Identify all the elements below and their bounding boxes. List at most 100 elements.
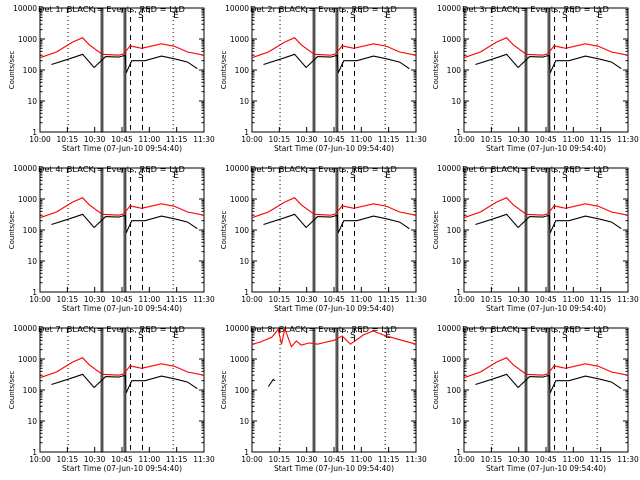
marker-letter-e: E <box>173 11 179 21</box>
x-tick-label: 10:45 <box>323 295 345 304</box>
plot-frame <box>39 327 205 453</box>
marker-letter-s: S <box>562 331 568 341</box>
y-axis-label: Counts/sec <box>8 371 16 410</box>
series-lld <box>251 37 417 59</box>
x-tick-label: 10:15 <box>269 135 291 144</box>
panel-title: Det 5r BLACK = Events, RED = LLD <box>250 164 397 174</box>
panel-det-6: Det 6r BLACK = Events, RED = LLD 1 10 100 10… <box>432 164 639 313</box>
x-tick-label: 11:30 <box>617 295 639 304</box>
x-tick-label: 10:30 <box>84 135 106 144</box>
y-tick-label: 1 <box>32 448 37 457</box>
series-events <box>475 373 622 394</box>
x-tick-label: 11:30 <box>405 295 427 304</box>
y-tick-label: 1 <box>244 288 249 297</box>
y-tick-label: 10000 <box>13 164 37 173</box>
y-tick-label: 10 <box>239 417 249 426</box>
series-lld <box>39 357 205 379</box>
y-tick-label: 1 <box>456 448 461 457</box>
panel-det-2: Det 2r BLACK = Events, RED = LLD 1 10 100 10… <box>220 4 427 153</box>
panel-title: Det 4r BLACK = Events, RED = LLD <box>38 164 185 174</box>
x-tick-label: 10:45 <box>111 135 133 144</box>
x-tick-label: 11:30 <box>405 455 427 464</box>
plot-frame <box>463 327 629 453</box>
panel-det-4: Det 4r BLACK = Events, RED = LLD 1 10 100 10… <box>8 164 215 313</box>
x-tick-label: 11:15 <box>166 295 188 304</box>
x-axis-label: Start Time (07-Jun-10 09:54:40) <box>274 144 394 153</box>
x-tick-label: 10:15 <box>481 455 503 464</box>
series-events <box>263 213 410 234</box>
panel-det-9: Det 9r BLACK = Events, RED = LLD 1 10 100 10… <box>432 324 639 473</box>
x-tick-label: 11:15 <box>378 295 400 304</box>
x-tick-label: 11:30 <box>193 295 215 304</box>
panel-det-7: Det 7r BLACK = Events, RED = LLD 1 10 100 10… <box>8 324 215 473</box>
x-tick-label: 10:30 <box>508 295 530 304</box>
plot-frame <box>251 7 417 133</box>
y-tick-label: 10000 <box>437 324 461 333</box>
y-tick-label: 10000 <box>225 4 249 13</box>
x-tick-label: 11:15 <box>590 295 612 304</box>
panel-title: Det 9r BLACK = Events, RED = LLD <box>462 324 609 334</box>
y-tick-label: 1 <box>456 128 461 137</box>
x-tick-label: 10:15 <box>57 135 79 144</box>
x-tick-label: 10:45 <box>535 295 557 304</box>
x-axis-label: Start Time (07-Jun-10 09:54:40) <box>62 304 182 313</box>
x-tick-label: 11:00 <box>563 135 585 144</box>
marker-letter-s: S <box>562 171 568 181</box>
series-events <box>475 53 622 74</box>
y-tick-label: 10000 <box>13 324 37 333</box>
y-axis-label: Counts/sec <box>220 211 228 250</box>
plot-frame <box>251 327 417 453</box>
marker-letter-e: E <box>597 11 603 21</box>
y-tick-label: 100 <box>447 226 462 235</box>
y-tick-label: 10000 <box>437 164 461 173</box>
y-tick-label: 1 <box>456 288 461 297</box>
y-tick-label: 10 <box>27 97 37 106</box>
series-lld <box>463 357 629 379</box>
y-tick-label: 1000 <box>230 195 249 204</box>
marker-letter-e: E <box>597 331 603 341</box>
panel-det-3: Det 3r BLACK = Events, RED = LLD 1 10 100 10… <box>432 4 639 153</box>
y-axis-label: Counts/sec <box>432 371 440 410</box>
series-lld <box>39 197 205 219</box>
series-lld <box>251 326 417 348</box>
x-axis-label: Start Time (07-Jun-10 09:54:40) <box>486 144 606 153</box>
marker-letter-s: S <box>138 11 144 21</box>
y-tick-label: 10 <box>27 417 37 426</box>
x-tick-label: 10:00 <box>453 455 475 464</box>
y-tick-label: 10 <box>451 417 461 426</box>
x-axis-label: Start Time (07-Jun-10 09:54:40) <box>274 304 394 313</box>
panel-title: Det 6r BLACK = Events, RED = LLD <box>462 164 609 174</box>
marker-letter-e: E <box>385 171 391 181</box>
x-tick-label: 10:15 <box>269 295 291 304</box>
panel-title: Det 3r BLACK = Events, RED = LLD <box>462 4 609 14</box>
y-tick-label: 100 <box>447 66 462 75</box>
y-axis-label: Counts/sec <box>220 371 228 410</box>
x-tick-label: 11:00 <box>351 455 373 464</box>
series-lld <box>463 37 629 59</box>
x-tick-label: 10:00 <box>29 135 51 144</box>
y-axis-label: Counts/sec <box>220 51 228 90</box>
x-tick-label: 11:00 <box>139 295 161 304</box>
x-tick-label: 10:15 <box>269 455 291 464</box>
y-tick-label: 1000 <box>442 195 461 204</box>
x-tick-label: 10:30 <box>84 455 106 464</box>
marker-letter-s: S <box>350 171 356 181</box>
x-tick-label: 10:45 <box>535 455 557 464</box>
x-tick-label: 10:00 <box>241 455 263 464</box>
y-axis-label: Counts/sec <box>432 51 440 90</box>
y-tick-label: 100 <box>23 66 38 75</box>
panel-det-8: Det 8r BLACK = Events, RED = LLD 1 10 100 10… <box>220 324 427 473</box>
x-axis-label: Start Time (07-Jun-10 09:54:40) <box>274 464 394 473</box>
series-lld <box>39 37 205 59</box>
x-tick-label: 11:00 <box>139 135 161 144</box>
panel-title: Det 8r BLACK = Events, RED = LLD <box>250 324 397 334</box>
series-events <box>51 373 198 394</box>
plot-frame <box>39 167 205 293</box>
x-tick-label: 11:15 <box>166 455 188 464</box>
x-tick-label: 11:30 <box>193 135 215 144</box>
y-tick-label: 10000 <box>437 4 461 13</box>
x-tick-label: 10:45 <box>111 295 133 304</box>
panel-det-5: Det 5r BLACK = Events, RED = LLD 1 10 100 10… <box>220 164 427 313</box>
x-tick-label: 10:00 <box>29 455 51 464</box>
y-axis-label: Counts/sec <box>432 211 440 250</box>
